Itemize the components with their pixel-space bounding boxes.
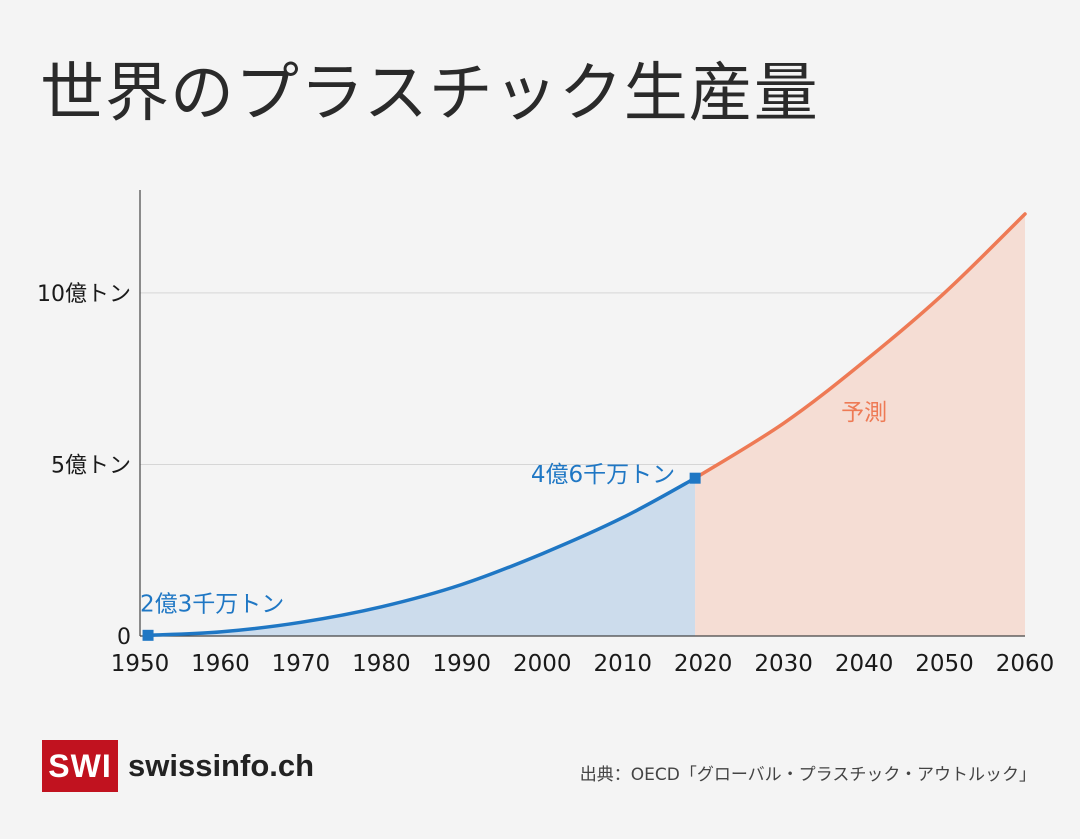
marker-0 [142,629,154,641]
swi-logo-mark: SWI [42,740,118,792]
swi-logo[interactable]: SWI swissinfo.ch [42,740,314,792]
historical-line [146,476,697,638]
swissinfo-wordmark: swissinfo.ch [128,748,315,783]
forecast-line [693,212,1027,480]
y-tick-label-2: 10億トン [37,282,131,307]
chart-title: 世界のプラスチック生産量 [40,57,819,131]
x-tick-label-2030: 2030 [754,651,813,677]
annotation-end: 4億6千万トン [531,462,675,488]
x-tick-label-2000: 2000 [513,651,572,677]
axes [139,190,1025,637]
area-fills [148,214,1025,636]
labels: 0 5億トン 10億トン 1950 1960 1970 1980 1990 2000 2010 20… [37,282,1054,677]
forecast-area [695,214,1025,636]
x-tick-label-2020: 2020 [674,651,733,677]
x-tick-label-2050: 2050 [915,651,974,677]
source-note: 出典：OECD「グローバル・プラスチック・アウトルック」 [579,765,1036,785]
x-tick-label-2040: 2040 [835,651,894,677]
y-tick-label-0: 0 [117,625,131,650]
x-tick-label-1950: 1950 [111,651,170,677]
annotation-start: 2億3千万トン [140,591,284,617]
forecast-label: 予測 [841,400,887,426]
x-tick-label-2010: 2010 [593,651,652,677]
y-tick-label-1: 5億トン [51,453,131,478]
x-tick-label-1990: 1990 [433,651,492,677]
x-tick-label-1960: 1960 [191,651,250,677]
plastic-production-chart: 0 5億トン 10億トン 1950 1960 1970 1980 1990 2000 2010 20… [37,190,1054,677]
x-tick-label-2060: 2060 [996,651,1055,677]
historical-area [148,478,696,636]
x-tick-label-1970: 1970 [272,651,331,677]
marker-1 [689,472,701,484]
x-tick-label-1980: 1980 [352,651,411,677]
series-lines [142,212,1027,641]
